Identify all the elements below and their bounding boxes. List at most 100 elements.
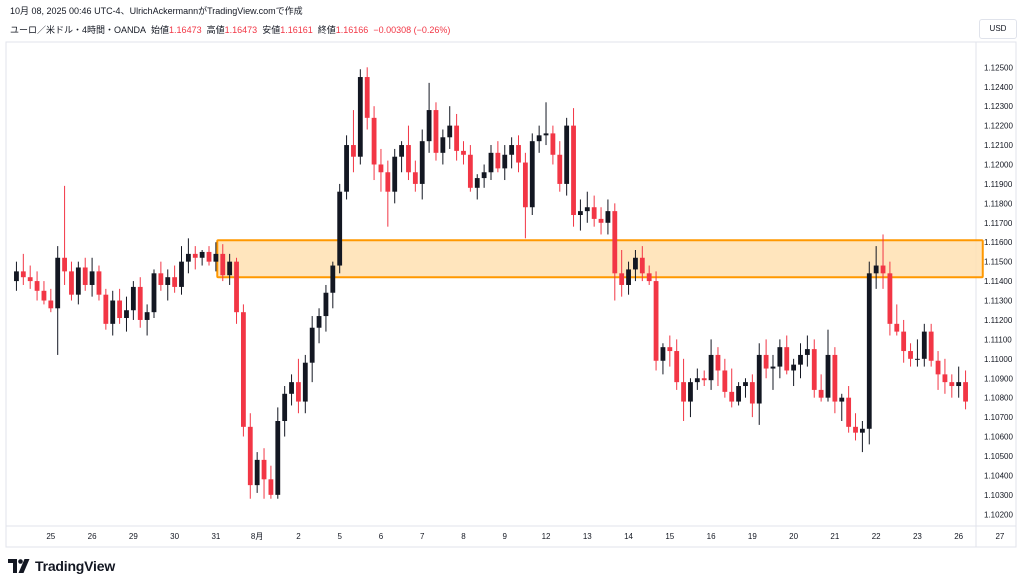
candle-body	[495, 152, 501, 169]
candle-body	[268, 479, 274, 495]
candle-body	[770, 366, 776, 369]
candle-body	[522, 162, 528, 208]
candle-body	[137, 286, 143, 320]
candle-body	[426, 110, 432, 142]
y-tick-label: 1.10500	[984, 452, 1013, 461]
currency-button[interactable]: USD	[979, 19, 1017, 39]
y-tick-label: 1.11900	[984, 180, 1013, 189]
candle-body	[206, 251, 212, 262]
y-tick-label: 1.12200	[984, 122, 1013, 131]
candle-body	[756, 354, 762, 404]
candle-body	[660, 347, 666, 361]
tradingview-logo[interactable]: TradingView	[8, 556, 115, 576]
candle-body	[254, 459, 260, 486]
candle-body	[736, 386, 742, 402]
candle-body	[798, 354, 803, 365]
candle-body	[901, 331, 907, 352]
candle-body	[749, 382, 755, 404]
candle-body	[571, 125, 576, 216]
candle-body	[378, 164, 384, 173]
y-tick-label: 1.10300	[984, 491, 1013, 500]
candle-body	[873, 265, 879, 274]
candle-body	[488, 152, 494, 173]
candle-body	[591, 207, 597, 219]
close-value: 1.16166	[335, 25, 369, 35]
resistance-zone	[216, 239, 984, 279]
candle-body	[474, 178, 480, 188]
candle-body	[832, 354, 838, 402]
x-tick-label: 21	[830, 532, 839, 541]
y-tick-label: 1.11300	[984, 297, 1013, 306]
x-tick-label: 8	[461, 532, 466, 541]
candle-body	[447, 125, 453, 138]
y-tick-label: 1.11400	[984, 277, 1013, 286]
y-tick-label: 1.11500	[984, 258, 1013, 267]
candle-body	[385, 172, 391, 192]
candle-body	[956, 382, 962, 387]
candle-body	[282, 393, 288, 422]
candle-body	[729, 391, 735, 402]
symbol-label[interactable]: ユーロ／米ドル・4時間・OANDA	[10, 25, 147, 35]
candle-body	[399, 145, 404, 157]
close-label: 終値	[317, 25, 336, 35]
candle-body	[454, 125, 460, 151]
candle-body	[20, 271, 26, 278]
y-tick-label: 1.12100	[984, 141, 1013, 150]
x-tick-label: 16	[707, 532, 716, 541]
y-tick-label: 1.10700	[984, 413, 1013, 422]
candle-body	[289, 382, 294, 394]
candle-body	[261, 459, 267, 480]
candle-body	[227, 261, 233, 276]
candle-body	[371, 117, 377, 165]
candle-body	[811, 349, 817, 390]
y-tick-label: 1.12400	[984, 83, 1013, 92]
x-tick-label: 23	[913, 532, 922, 541]
candle-body	[296, 382, 301, 402]
candle-body	[330, 265, 336, 293]
y-tick-label: 1.12500	[984, 63, 1013, 72]
candle-body	[612, 211, 618, 274]
candle-body	[674, 351, 680, 383]
candle-body	[179, 261, 184, 287]
candle-body	[818, 389, 824, 398]
candle-body	[158, 273, 164, 285]
y-tick-label: 1.11100	[984, 335, 1012, 344]
candle-body	[557, 154, 563, 184]
candle-body	[234, 261, 239, 313]
tradingview-logo-text: TradingView	[35, 558, 116, 574]
x-tick-label: 2	[296, 532, 301, 541]
candle-body	[639, 257, 645, 274]
candle-body	[935, 360, 941, 375]
candle-body	[117, 300, 123, 319]
candle-body	[364, 77, 370, 118]
candle-body	[949, 382, 955, 387]
y-tick-label: 1.10200	[984, 510, 1013, 519]
x-tick-label: 26	[954, 532, 963, 541]
candle-body	[536, 135, 542, 142]
candle-body	[351, 145, 356, 157]
high-value: 1.16473	[224, 25, 258, 35]
x-tick-label: 26	[88, 532, 97, 541]
candle-body	[14, 271, 19, 282]
candle-body	[963, 382, 968, 402]
candle-body	[467, 154, 473, 188]
candle-body	[220, 253, 226, 276]
candle-body	[894, 323, 900, 332]
candle-body	[62, 257, 67, 272]
plot-border	[5, 41, 1017, 548]
y-tick-label: 1.11600	[984, 238, 1013, 247]
candle-body	[791, 364, 797, 371]
x-tick-label: 30	[170, 532, 179, 541]
x-tick-label: 29	[129, 532, 138, 541]
open-value: 1.16473	[169, 25, 202, 35]
candle-body	[866, 273, 872, 429]
candle-body	[344, 145, 349, 192]
candle-body	[859, 428, 865, 433]
candle-body	[323, 292, 329, 317]
candle-body	[309, 327, 315, 363]
candle-body	[694, 378, 700, 383]
candle-body	[646, 273, 652, 282]
x-tick-label: 8月	[251, 532, 263, 541]
